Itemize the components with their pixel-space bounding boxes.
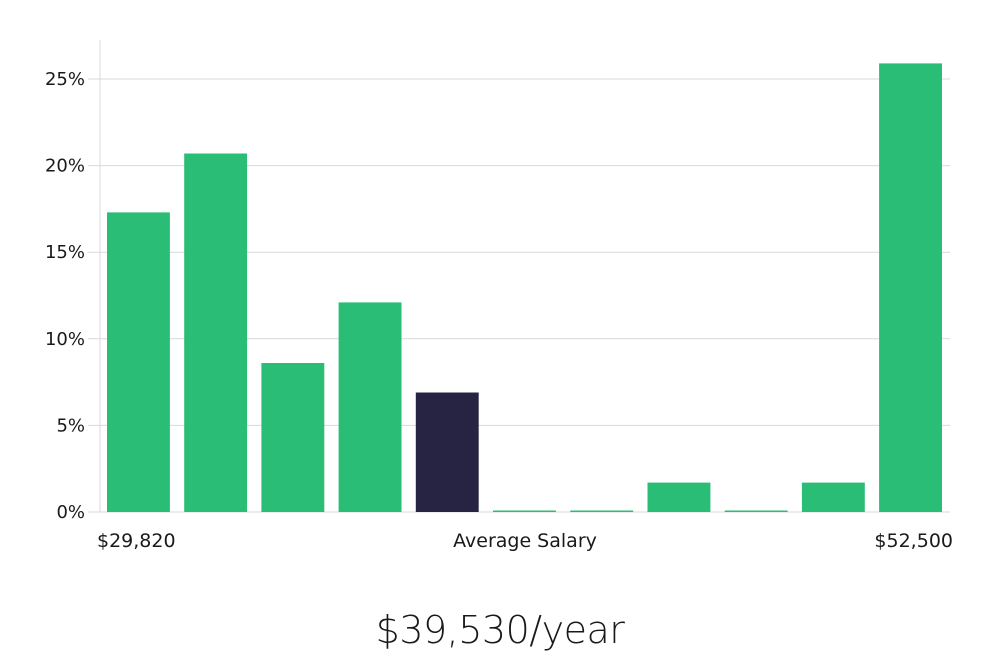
y-tick-label: 20% <box>45 156 85 177</box>
bar <box>493 510 556 512</box>
bar <box>724 510 788 512</box>
bar-average <box>415 392 479 512</box>
y-tick-label: 15% <box>45 242 85 263</box>
bar <box>801 482 865 512</box>
bars <box>107 63 942 513</box>
y-tick-label: 10% <box>45 329 85 350</box>
x-center-label: Average Salary <box>453 530 597 552</box>
y-tick-labels: 0% 5% 10% 15% 20% 25% <box>45 69 85 523</box>
y-tick-label: 25% <box>45 69 85 90</box>
average-salary-value: $39,530/year <box>375 608 625 652</box>
bar <box>879 63 942 513</box>
salary-distribution-chart: 0%5%10%15%20%25% $29,820 Average Salary … <box>45 40 953 552</box>
bar <box>570 510 634 512</box>
bar <box>338 302 402 512</box>
bar <box>647 482 711 512</box>
bar <box>107 212 170 512</box>
y-tick-label: 5% <box>56 415 85 436</box>
bar <box>184 153 248 512</box>
y-tick-label: 0% <box>56 502 85 523</box>
bar <box>261 363 325 512</box>
x-max-label: $52,500 <box>874 530 953 552</box>
x-min-label: $29,820 <box>97 530 176 552</box>
